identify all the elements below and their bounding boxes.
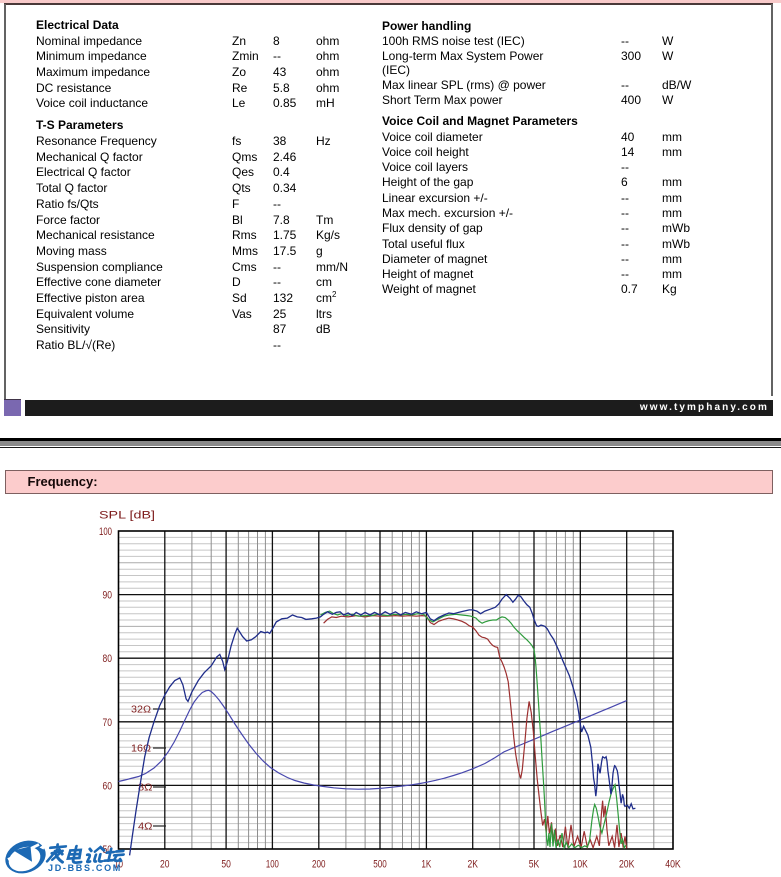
svg-text:2K: 2K xyxy=(467,859,478,871)
svg-text:8Ω: 8Ω xyxy=(138,783,153,794)
svg-text:20: 20 xyxy=(160,859,170,871)
svg-text:80: 80 xyxy=(103,653,113,665)
svg-text:60: 60 xyxy=(103,780,113,792)
svg-text:4Ω: 4Ω xyxy=(138,822,153,833)
svg-text:5K: 5K xyxy=(529,859,540,871)
svg-text:90: 90 xyxy=(103,590,113,602)
svg-text:100: 100 xyxy=(99,526,112,538)
svg-text:500: 500 xyxy=(373,859,387,871)
svg-text:50: 50 xyxy=(103,844,113,856)
svg-text:20K: 20K xyxy=(619,859,635,871)
svg-text:200: 200 xyxy=(312,859,326,871)
svg-text:10K: 10K xyxy=(573,859,589,871)
svg-text:70: 70 xyxy=(103,717,113,729)
svg-text:50: 50 xyxy=(221,859,231,871)
svg-text:10: 10 xyxy=(114,859,123,871)
svg-text:100: 100 xyxy=(266,859,279,871)
svg-text:JD-BBS.COM: JD-BBS.COM xyxy=(48,863,122,873)
svg-text:SPL [dB]: SPL [dB] xyxy=(99,510,155,522)
svg-text:16Ω: 16Ω xyxy=(131,744,152,755)
svg-text:32Ω: 32Ω xyxy=(131,705,152,716)
svg-text:40K: 40K xyxy=(665,859,681,871)
svg-text:1K: 1K xyxy=(421,859,431,871)
